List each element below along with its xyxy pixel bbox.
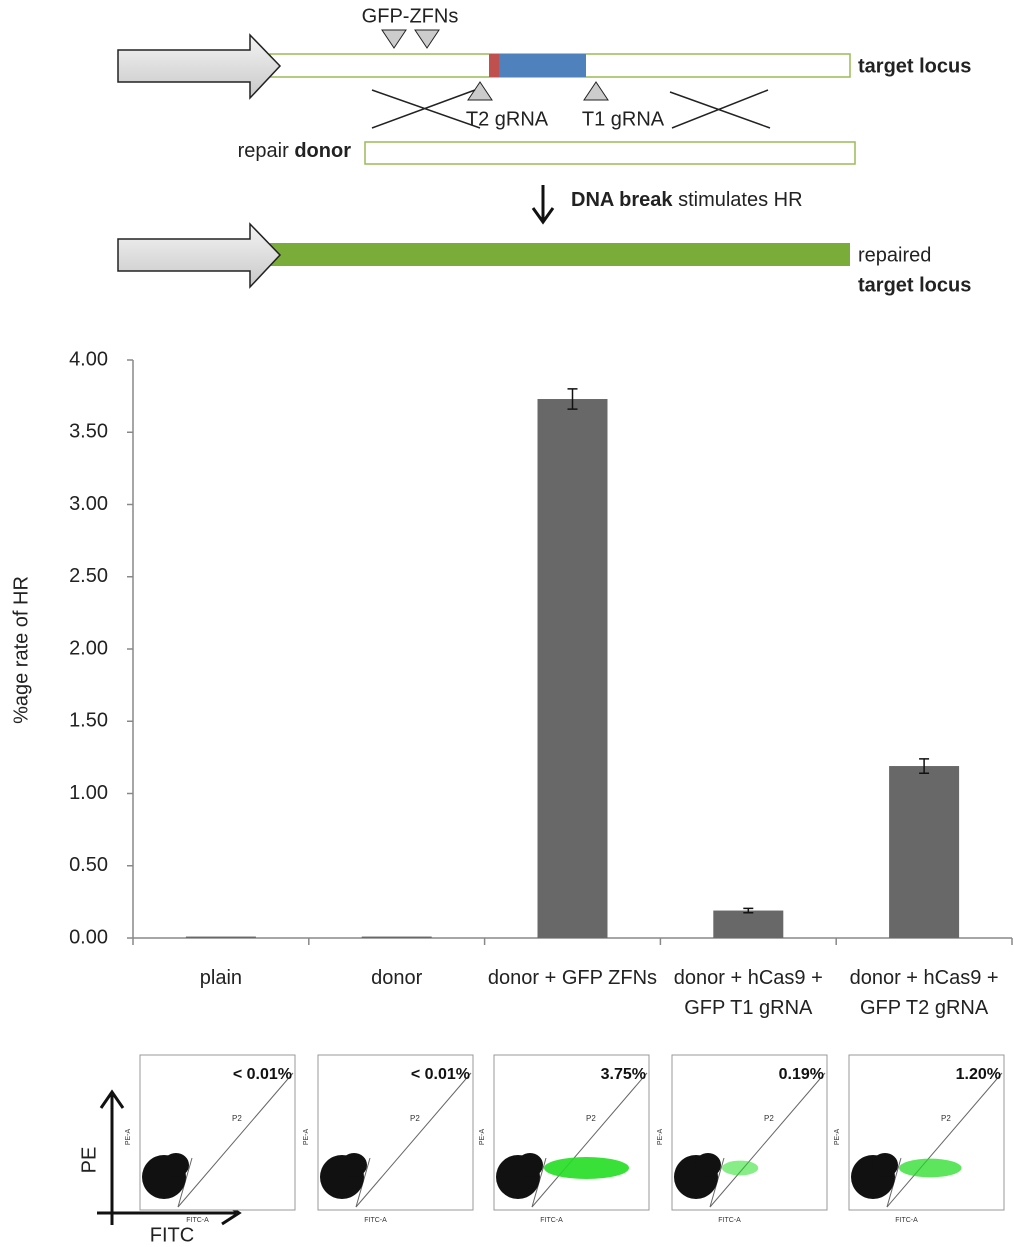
percent-label: < 0.01% <box>233 1066 292 1083</box>
y-tick-label: 3.50 <box>69 421 108 443</box>
facs-panel: P2 PE-A FITC-A < 0.01% <box>125 1055 295 1224</box>
gate-label: P2 <box>232 1114 242 1123</box>
down-arrow <box>533 185 553 222</box>
x-tick-label: plain <box>136 963 306 993</box>
panel-x-label: FITC-A <box>186 1217 209 1224</box>
red-segment <box>489 54 499 77</box>
panel-y-label: PE-A <box>303 1129 310 1146</box>
panel-x-label: FITC-A <box>718 1217 741 1224</box>
gate-label: P2 <box>586 1114 596 1123</box>
percent-label: 3.75% <box>601 1066 646 1083</box>
y-tick-label: 2.00 <box>69 637 108 659</box>
bar <box>362 937 432 938</box>
promoter-arrow <box>118 35 280 98</box>
pe-arrow <box>101 1092 123 1225</box>
panel-y-label: PE-A <box>479 1129 486 1146</box>
facs-panels: PE FITC P2 PE-A FITC-A < 0.01% P2 PE-A FITC-A <… <box>78 1055 1004 1246</box>
gate-label: P2 <box>764 1114 774 1123</box>
percent-label: 1.20% <box>956 1066 1001 1083</box>
black-events <box>872 1153 898 1177</box>
crossover <box>372 90 770 128</box>
bar <box>186 937 256 938</box>
donor-prefix: repair <box>238 140 289 162</box>
y-tick-label: 3.00 <box>69 493 108 515</box>
green-events <box>899 1159 962 1178</box>
page: GFP-ZFNs target locus T2 gRNA T1 gRNA re… <box>0 0 1014 1247</box>
t2-label: T2 gRNA <box>466 108 549 130</box>
fitc-label: FITC <box>150 1224 194 1246</box>
percent-label: 0.19% <box>779 1066 824 1083</box>
y-tick-label: 0.00 <box>69 926 108 948</box>
promoter-arrow <box>118 224 280 287</box>
y-tick-label: 0.50 <box>69 854 108 876</box>
break-label: DNA break stimulates HR <box>571 189 803 211</box>
black-events <box>163 1153 189 1177</box>
diagram: GFP-ZFNs target locus T2 gRNA T1 gRNA re… <box>118 5 971 296</box>
bar <box>889 766 959 938</box>
zfn-triangle <box>415 30 439 48</box>
gate-label: P2 <box>410 1114 420 1123</box>
x-tick-label: donor <box>312 963 482 993</box>
panel-x-label: FITC-A <box>895 1217 918 1224</box>
panel-y-label: PE-A <box>125 1129 132 1146</box>
green-events <box>722 1161 758 1176</box>
panel-x-label: FITC-A <box>540 1217 563 1224</box>
donor-label: repair donor <box>238 140 352 162</box>
repaired-locus-bar <box>270 243 850 266</box>
repaired-locus-label: target locus <box>858 274 971 296</box>
zfn-triangle <box>382 30 406 48</box>
facs-panel: P2 PE-A FITC-A 1.20% <box>834 1055 1004 1224</box>
t1-label: T1 gRNA <box>582 108 665 130</box>
y-tick-label: 4.00 <box>69 348 108 370</box>
figure: GFP-ZFNs target locus T2 gRNA T1 gRNA re… <box>0 0 1014 1247</box>
donor-box <box>365 142 855 164</box>
x-tick-label: donor + GFP ZFNs <box>488 963 658 993</box>
y-tick-label: 2.50 <box>69 565 108 587</box>
pe-label: PE <box>78 1147 100 1174</box>
black-events <box>517 1153 543 1177</box>
break-rest: stimulates HR <box>678 189 802 211</box>
y-tick-label: 1.50 <box>69 710 108 732</box>
percent-label: < 0.01% <box>411 1066 470 1083</box>
panel-x-label: FITC-A <box>364 1217 387 1224</box>
target-locus-label: target locus <box>858 55 971 77</box>
grna-triangle <box>584 82 608 100</box>
y-axis-title: %age rate of HR <box>10 576 32 724</box>
black-events <box>695 1153 721 1177</box>
repaired-label: repaired <box>858 244 931 266</box>
x-tick-label: donor + hCas9 + GFP T2 gRNA <box>839 963 1009 1023</box>
bar <box>538 399 608 938</box>
x-tick-label: donor + hCas9 + GFP T1 gRNA <box>663 963 833 1023</box>
blue-segment <box>499 54 586 77</box>
gate-label: P2 <box>941 1114 951 1123</box>
facs-panel: P2 PE-A FITC-A 0.19% <box>657 1055 827 1224</box>
bar-chart: 0.00 0.50 1.00 1.50 2.00 2.50 3.00 3.50 4.00 <box>69 348 1012 948</box>
bar <box>713 911 783 938</box>
facs-panel: P2 PE-A FITC-A < 0.01% <box>303 1055 473 1224</box>
zfn-label: GFP-ZFNs <box>362 5 459 27</box>
panel-y-label: PE-A <box>834 1129 841 1146</box>
y-tick-label: 1.00 <box>69 782 108 804</box>
facs-panel: P2 PE-A FITC-A 3.75% <box>479 1055 649 1224</box>
green-events <box>544 1157 629 1179</box>
black-events <box>341 1153 367 1177</box>
break-bold: DNA break <box>571 189 673 211</box>
panel-y-label: PE-A <box>657 1129 664 1146</box>
donor-bold: donor <box>294 140 351 162</box>
